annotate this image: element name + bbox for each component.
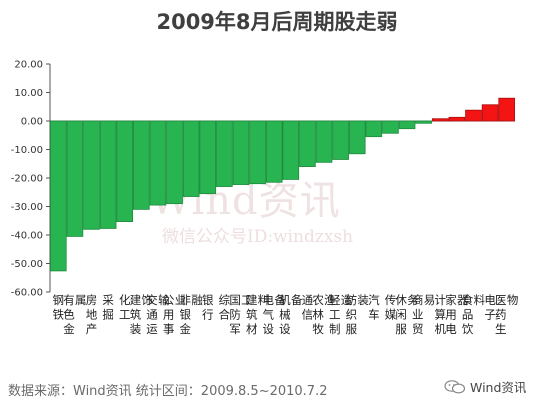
x-tick-label: 通信 xyxy=(302,293,314,322)
bar-电气设备 xyxy=(265,120,283,183)
bar-建筑装饰 xyxy=(133,120,150,210)
bar-农林牧渔 xyxy=(315,120,333,163)
x-tick-label: 银行 xyxy=(202,293,214,322)
bar-家用电器 xyxy=(448,116,466,122)
bar-建筑材料 xyxy=(249,120,266,185)
x-tick-label: 机械设备 xyxy=(279,293,303,336)
x-tick-label: 商业贸易 xyxy=(412,293,435,336)
y-tick-label: -60.00 xyxy=(11,288,43,299)
y-tick-label: -30.00 xyxy=(11,202,43,213)
bar-chart: -60.00 -50.00 -40.00 -30.00 -20.00 -10.00 0.00… xyxy=(11,60,519,337)
y-tick-label: -50.00 xyxy=(11,259,43,270)
x-tick-label: 纺织服装 xyxy=(346,293,370,336)
bar-电子 xyxy=(481,104,499,122)
bar-汽车 xyxy=(365,120,383,138)
x-tick-label: 非银金融 xyxy=(180,293,204,336)
x-tick-label: 电气设备 xyxy=(263,293,287,336)
bar-非银金融 xyxy=(182,120,200,197)
bar-公用事业 xyxy=(166,120,183,205)
x-tick-label: 建筑材料 xyxy=(246,293,270,336)
x-tick-label: 休闲服务 xyxy=(395,293,419,336)
y-tick-label: -20.00 xyxy=(11,174,43,185)
bar-综合 xyxy=(216,120,233,187)
x-tick-label: 家用电器 xyxy=(445,293,469,336)
y-tick-label: 0.00 xyxy=(21,117,43,128)
x-tick-label: 轻工制造 xyxy=(329,293,353,336)
x-tick-label: 公用事业 xyxy=(163,293,186,336)
x-tick-label: 医药生物 xyxy=(495,293,518,336)
y-tick-label: 20.00 xyxy=(14,60,43,71)
bar-纺织服装 xyxy=(348,120,366,155)
chart-title: 2009年8月后周期股走弱 xyxy=(156,10,398,34)
bar-钢铁 xyxy=(50,120,67,272)
x-tick-label: 传媒 xyxy=(385,293,397,322)
x-tick-label: 钢铁 xyxy=(53,293,65,322)
brand-label: Wind资讯 xyxy=(470,380,527,395)
bar-医药生物 xyxy=(498,97,515,122)
bar-休闲服务 xyxy=(398,120,416,130)
x-tick-label: 计算机 xyxy=(435,293,447,336)
brand-badge: Wind资讯 xyxy=(444,377,526,396)
bar-国防军工 xyxy=(232,120,250,185)
x-tick-label: 建筑装饰 xyxy=(130,293,153,336)
x-tick-label: 食品饮料 xyxy=(462,293,486,336)
x-tick-label: 国防军工 xyxy=(229,293,252,336)
source-note: 数据来源：Wind资讯 统计区间：2009.8.5~2010.7.2 xyxy=(8,384,328,399)
bar-房地产 xyxy=(83,120,100,230)
bar-化工 xyxy=(116,120,134,223)
bar-食品饮料 xyxy=(465,109,482,122)
y-tick-label: -40.00 xyxy=(11,231,43,242)
wechat-icon xyxy=(444,379,466,394)
x-tick-label: 有色金属 xyxy=(63,293,86,336)
x-tick-label: 电子 xyxy=(484,293,496,322)
bar-机械设备 xyxy=(282,120,300,180)
x-tick-label: 采掘 xyxy=(102,293,114,322)
bar-交通运输 xyxy=(149,120,167,206)
bar-有色金属 xyxy=(66,120,84,237)
x-tick-label: 交通运输 xyxy=(146,293,170,336)
x-tick-label: 综合 xyxy=(219,293,231,322)
watermark-subtitle: 微信公众号ID:windzxsh xyxy=(162,227,354,247)
x-tick-label: 农林牧渔 xyxy=(312,293,335,336)
x-tick-label: 汽车 xyxy=(368,293,380,322)
x-tick-label: 房地产 xyxy=(86,293,98,336)
bar-银行 xyxy=(199,120,217,195)
y-tick-label: -10.00 xyxy=(11,145,43,156)
bar-采掘 xyxy=(99,120,117,229)
bar-通信 xyxy=(299,120,316,167)
bar-传媒 xyxy=(382,120,399,134)
bar-轻工制造 xyxy=(332,120,349,160)
bar-计算机 xyxy=(431,118,449,122)
x-tick-label: 化工 xyxy=(119,293,131,322)
bar-商业贸易 xyxy=(415,120,432,124)
y-tick-label: 10.00 xyxy=(14,88,43,99)
